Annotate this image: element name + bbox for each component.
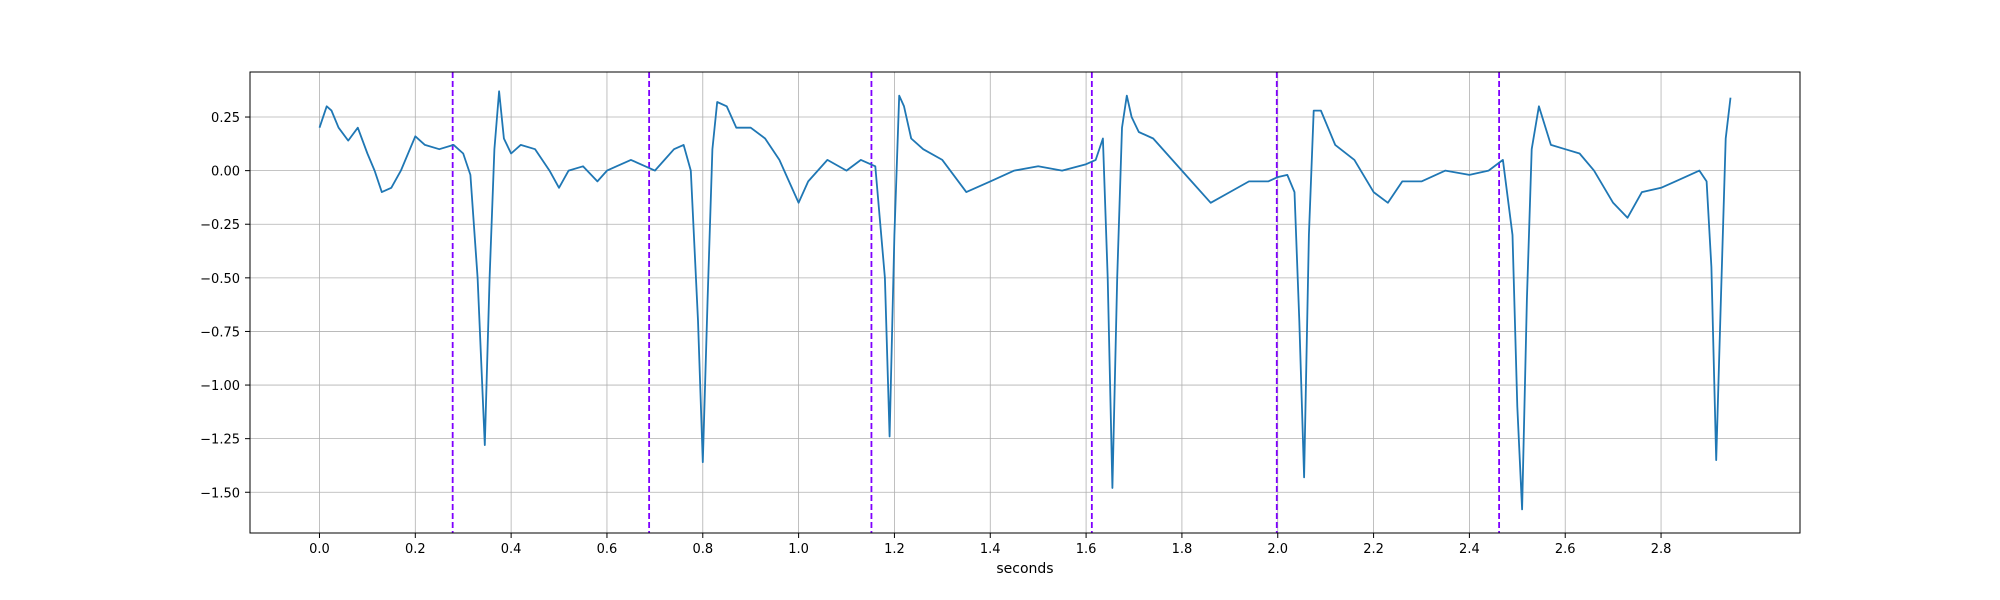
- x-tick-label: 0.6: [597, 542, 618, 557]
- x-tick-label: 2.6: [1555, 542, 1576, 557]
- signal-line: [318, 90, 1732, 511]
- x-tick-label: 1.8: [1172, 542, 1193, 557]
- y-tick-label: −0.50: [200, 272, 240, 287]
- grid-lines: [250, 72, 1800, 533]
- plot-frame: [249, 71, 1801, 534]
- series-layer: [318, 90, 1732, 511]
- x-tick-label: 1.2: [884, 542, 905, 557]
- y-tick-label: 0.25: [211, 111, 240, 126]
- y-tick-label: −1.50: [200, 486, 240, 501]
- y-tick-label: −0.25: [200, 218, 240, 233]
- x-tick-label: 0.4: [501, 542, 522, 557]
- x-axis-label: seconds: [996, 561, 1053, 577]
- x-tick-label: 1.6: [1076, 542, 1097, 557]
- beat-markers: [451, 72, 1501, 533]
- x-axis-ticks: 0.0 0.2 0.4 0.6 0.8 1.0 1.2 1.4 1.6 1.8 2.0 2.2 2.4 2…: [309, 533, 1671, 557]
- x-tick-label: 2.2: [1363, 542, 1384, 557]
- x-tick-label: 1.4: [980, 542, 1001, 557]
- x-tick-label: 2.8: [1651, 542, 1672, 557]
- y-tick-label: −1.00: [200, 379, 240, 394]
- x-tick-label: 0.8: [692, 542, 713, 557]
- x-tick-label: 0.0: [309, 542, 330, 557]
- x-tick-label: 2.4: [1459, 542, 1480, 557]
- x-tick-label: 2.0: [1267, 542, 1288, 557]
- y-axis-ticks: 0.25 0.00 −0.25 −0.50 −0.75 −1.00 −1.25 −1.50: [200, 111, 250, 501]
- y-tick-label: 0.00: [211, 165, 240, 180]
- y-tick-label: −0.75: [200, 325, 240, 340]
- y-tick-label: −1.25: [200, 433, 240, 448]
- x-tick-label: 0.2: [405, 542, 426, 557]
- x-tick-label: 1.0: [788, 542, 809, 557]
